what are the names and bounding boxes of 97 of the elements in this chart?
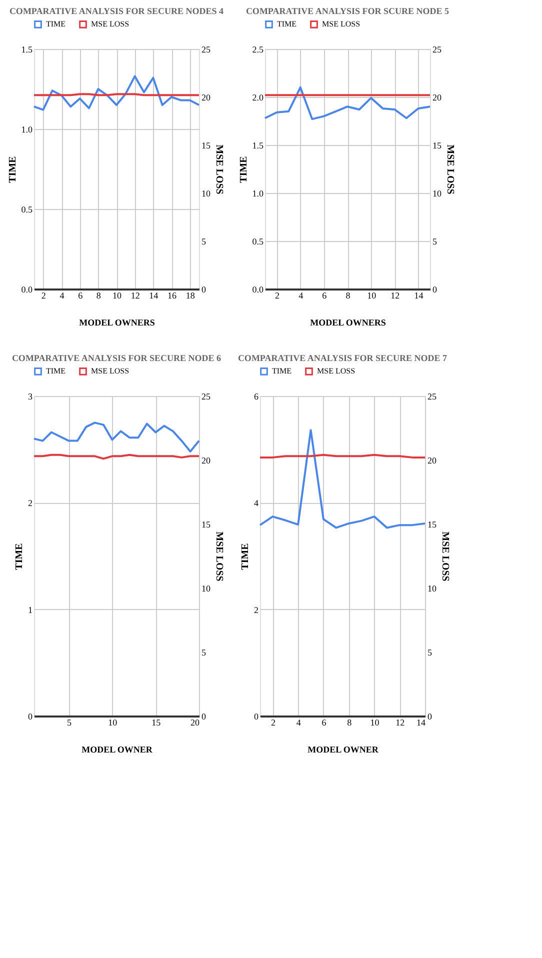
x-tick-label: 6	[322, 718, 327, 728]
x-tick-label: 4	[296, 718, 302, 728]
y2-tick-label: 10	[202, 188, 211, 198]
y2-tick-label: 25	[202, 392, 211, 402]
x-tick-label: 15	[152, 718, 162, 728]
y-tick-label: 0	[254, 712, 259, 722]
x-tick-label: 8	[347, 718, 352, 728]
y2-tick-label: 25	[432, 44, 442, 54]
x-tick-label: 10	[370, 718, 380, 728]
y2-tick-label: 20	[202, 456, 211, 466]
y2-tick-label: 10	[202, 584, 211, 594]
legend-label: MSE LOSS	[322, 19, 360, 28]
y2-axis-title: MSE LOSS	[214, 532, 224, 582]
x-tick-label: 2	[275, 290, 280, 300]
x-tick-label: 14	[416, 718, 426, 728]
y2-tick-label: 10	[432, 188, 442, 198]
legend-label: TIME	[46, 19, 66, 28]
y-tick-label: 1	[28, 604, 32, 615]
x-tick-label: 12	[390, 290, 400, 300]
y2-tick-label: 0	[202, 284, 206, 294]
x-tick-label: 4	[298, 290, 304, 300]
x-tick-label: 8	[96, 290, 102, 300]
x-tick-label: 8	[346, 290, 351, 300]
x-axis-title: MODEL OWNERS	[79, 318, 155, 328]
chart-title: COMPARATIVE ANALYSIS FOR SECURE NODE 7	[238, 353, 448, 363]
x-axis-title: MODEL OWNER	[308, 744, 379, 754]
y-tick-label: 0.5	[21, 204, 33, 214]
y2-tick-label: 15	[202, 520, 211, 530]
x-tick-label: 16	[168, 290, 177, 300]
chart-title: COMPARATIVE ANALYSIS FOR SECURE NODE 6	[12, 353, 222, 363]
y-tick-label: 2.0	[252, 92, 264, 102]
y2-tick-label: 15	[202, 140, 211, 150]
line-series	[33, 75, 200, 111]
y-axis-title: TIME	[7, 156, 18, 183]
y-tick-label: 0.5	[252, 236, 264, 246]
y2-tick-label: 25	[202, 44, 211, 54]
y-tick-label: 0.0	[21, 284, 33, 294]
y-tick-label: 2.5	[252, 44, 264, 54]
legend-label: MSE LOSS	[91, 19, 130, 28]
x-tick-label: 10	[108, 718, 118, 728]
x-tick-label: 20	[190, 718, 200, 728]
y-tick-label: 1.5	[252, 140, 264, 150]
x-tick-label: 14	[149, 290, 159, 300]
x-tick-label: 5	[66, 718, 72, 728]
y2-tick-label: 15	[428, 520, 437, 530]
y2-axis-title: MSE LOSS	[444, 144, 456, 195]
y-axis-title: TIME	[240, 542, 251, 570]
y2-tick-label: 10	[428, 584, 437, 594]
y-tick-label: 1.5	[21, 44, 33, 54]
y-tick-label: 6	[254, 392, 259, 402]
x-tick-label: 4	[60, 290, 65, 300]
y2-tick-label: 20	[202, 92, 211, 102]
x-tick-label: 2	[270, 718, 276, 728]
x-axis-title: MODEL OWNERS	[310, 318, 386, 328]
y2-tick-label: 5	[428, 648, 432, 658]
legend-label: TIME	[46, 366, 66, 376]
y2-tick-label: 0	[202, 712, 206, 722]
y-tick-label: 1.0	[21, 124, 33, 134]
y2-tick-label: 5	[202, 648, 206, 658]
y2-tick-label: 20	[428, 456, 437, 466]
legend-label: TIME	[272, 366, 292, 376]
chart-title: COMPARATIVE ANALYSIS FOR SCURE NODE 5	[246, 6, 450, 16]
x-tick-label: 12	[396, 718, 405, 728]
x-tick-label: 10	[367, 290, 377, 300]
y-axis-title: TIME	[14, 542, 25, 570]
y2-axis-title: MSE LOSS	[440, 532, 450, 582]
y-tick-label: 0	[28, 712, 33, 722]
line-series	[259, 429, 426, 529]
y-tick-label: 0.0	[252, 284, 264, 294]
x-tick-label: 18	[186, 290, 196, 300]
y-tick-label: 4	[254, 498, 259, 508]
x-tick-label: 10	[112, 290, 122, 300]
y-tick-label: 2	[28, 498, 32, 508]
y-tick-label: 2	[254, 604, 258, 615]
x-tick-label: 6	[78, 290, 84, 300]
line-series	[33, 422, 200, 452]
y2-tick-label: 20	[432, 92, 442, 102]
legend-label: TIME	[277, 19, 297, 28]
line-series	[264, 86, 431, 120]
y2-tick-label: 5	[432, 236, 438, 246]
y-tick-label: 1.0	[252, 188, 264, 198]
x-tick-label: 12	[130, 290, 140, 300]
x-axis-title: MODEL OWNER	[82, 744, 153, 754]
y-axis-title: TIME	[238, 156, 250, 183]
y2-tick-label: 15	[432, 140, 442, 150]
y2-tick-label: 25	[428, 392, 437, 402]
y-tick-label: 3	[28, 392, 33, 402]
x-tick-label: 2	[41, 290, 46, 300]
y2-tick-label: 0	[428, 712, 432, 722]
x-tick-label: 14	[414, 290, 424, 300]
legend-label: MSE LOSS	[91, 366, 130, 376]
chart-title: COMPARATIVE ANALYSIS FOR SECURE NODES 4	[9, 6, 224, 16]
y2-axis-title: MSE LOSS	[214, 144, 224, 195]
legend-label: MSE LOSS	[317, 366, 356, 376]
x-tick-label: 6	[322, 290, 328, 300]
y2-tick-label: 5	[202, 236, 206, 246]
y2-tick-label: 0	[432, 284, 438, 294]
